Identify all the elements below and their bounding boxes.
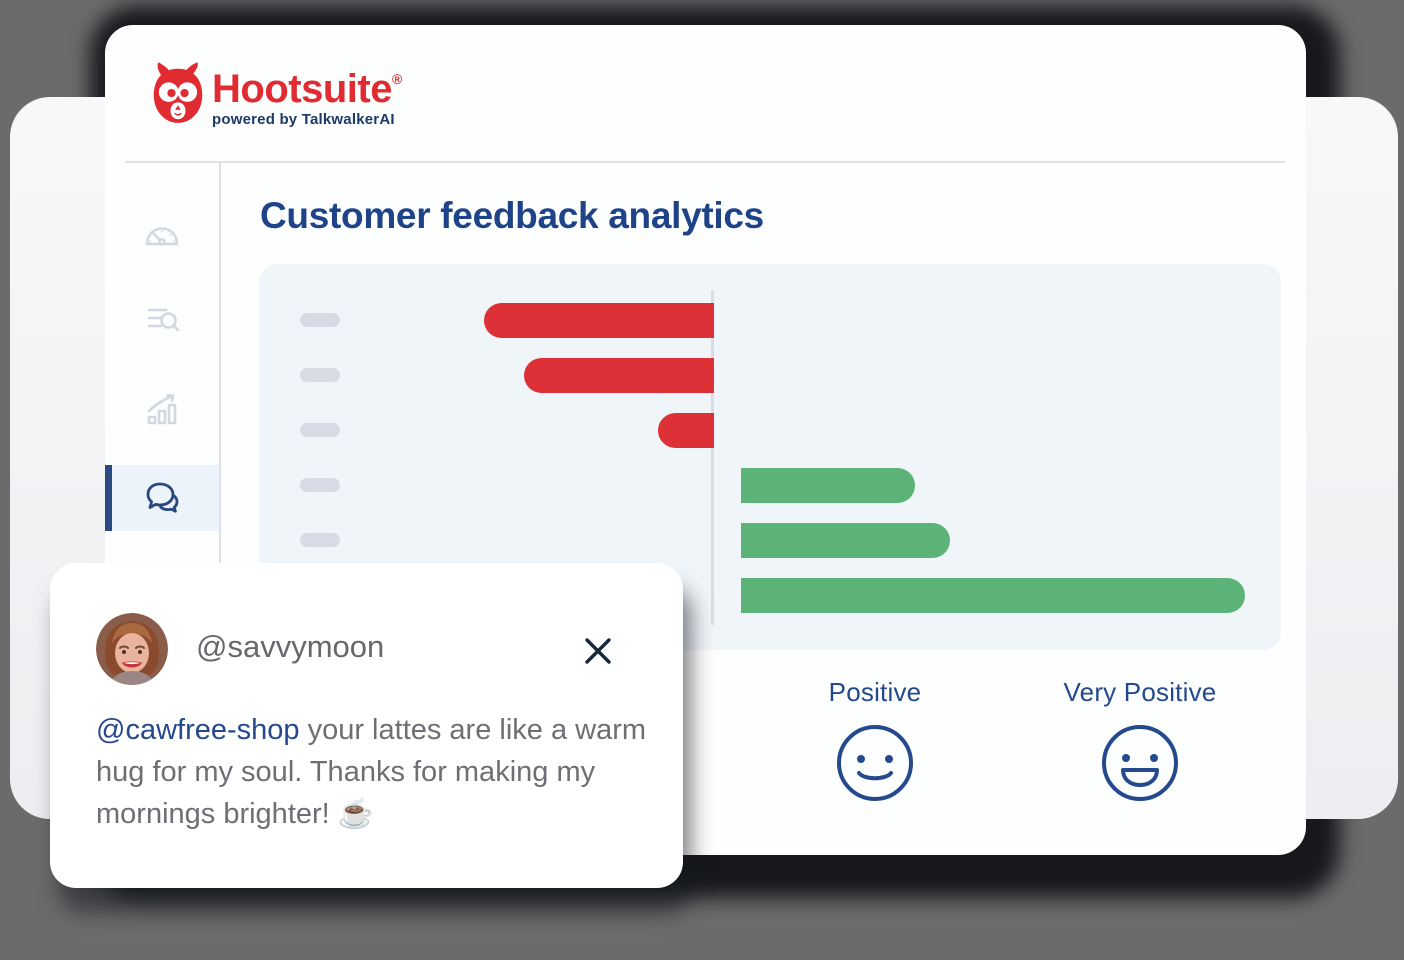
message-text: your lattes are like a warm hug for my s… bbox=[96, 714, 647, 830]
sidebar-item-search-streams[interactable] bbox=[105, 286, 219, 352]
page-title: Customer feedback analytics bbox=[260, 195, 764, 236]
brand-name: Hootsuite® bbox=[212, 67, 402, 111]
popup-username: @savvymoon bbox=[196, 629, 385, 664]
mention-link[interactable]: @cawfree-shop bbox=[96, 714, 300, 746]
header-divider bbox=[125, 161, 1285, 163]
sentiment-column-positive: Positive bbox=[745, 677, 1005, 809]
gauge-icon bbox=[145, 227, 179, 246]
chart-bar-negative bbox=[658, 412, 714, 448]
popup-message: @cawfree-shop your lattes are like a war… bbox=[96, 709, 654, 835]
sidebar-divider bbox=[219, 163, 221, 853]
close-icon bbox=[585, 638, 611, 664]
smiley-grin-icon bbox=[1102, 725, 1178, 801]
avatar bbox=[96, 613, 168, 685]
mention-popup: @savvymoon @cawfree-shop your lattes are… bbox=[50, 563, 683, 888]
chart-zero-axis bbox=[711, 290, 714, 625]
category-placeholder-pill bbox=[300, 313, 340, 327]
sentiment-label: Positive bbox=[828, 677, 922, 707]
bar-chart-trend-icon bbox=[147, 394, 177, 425]
category-placeholder-pill bbox=[300, 533, 340, 547]
hootsuite-owl-icon bbox=[153, 62, 203, 123]
search-list-icon bbox=[147, 308, 180, 332]
chart-bar-positive bbox=[741, 522, 950, 558]
sentiment-label: Very Positive bbox=[1063, 677, 1217, 707]
sentiment-column-very-positive: Very Positive bbox=[1010, 677, 1270, 809]
category-placeholder-pill bbox=[300, 423, 340, 437]
close-button[interactable] bbox=[578, 631, 618, 671]
brand-logo: Hootsuite® powered by TalkwalkerAI bbox=[150, 61, 402, 128]
brand-tagline: powered by TalkwalkerAI bbox=[212, 111, 395, 128]
sidebar-item-dashboard[interactable] bbox=[105, 201, 219, 267]
sidebar-item-analytics[interactable] bbox=[105, 376, 219, 442]
chart-bar-positive bbox=[741, 577, 1245, 613]
chart-bar-positive bbox=[741, 467, 915, 503]
registered-mark: ® bbox=[391, 71, 402, 87]
category-placeholder-pill bbox=[300, 478, 340, 492]
sidebar-item-messages[interactable] bbox=[105, 465, 219, 531]
category-placeholder-pill bbox=[300, 368, 340, 382]
chart-bar-negative bbox=[524, 357, 714, 393]
chat-bubbles-icon bbox=[146, 482, 179, 513]
smiley-smile-icon bbox=[837, 725, 913, 801]
chart-bar-negative bbox=[484, 302, 714, 338]
